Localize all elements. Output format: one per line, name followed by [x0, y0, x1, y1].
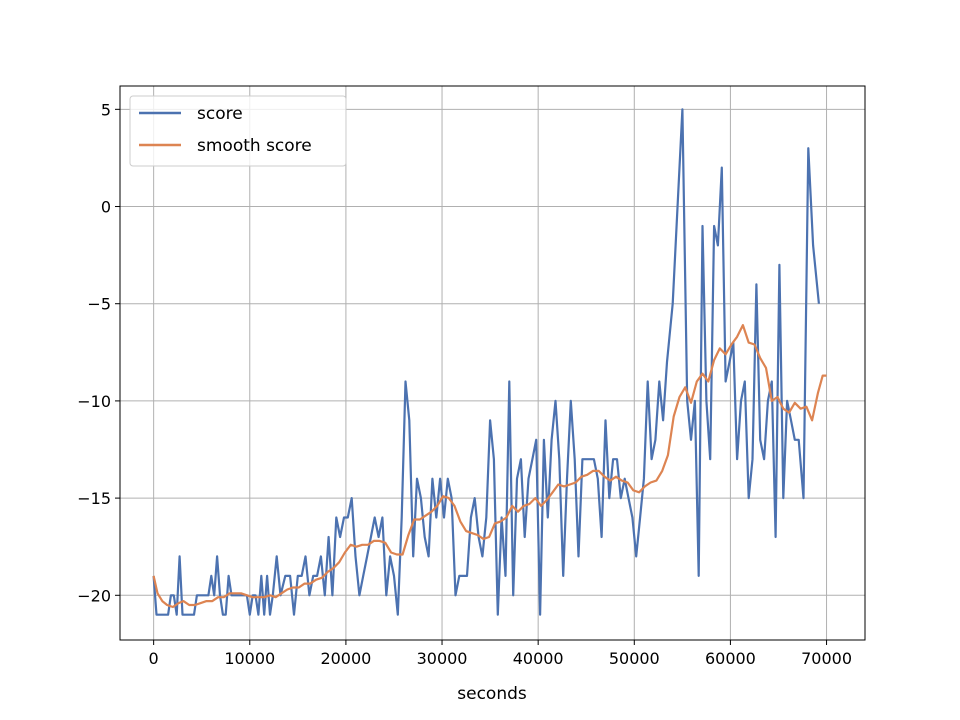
legend-label-score: score: [197, 104, 243, 124]
y-tick-label: −20: [77, 586, 111, 605]
series-line-smooth-score: [152, 324, 827, 609]
y-tick-label: 5: [101, 100, 111, 119]
x-axis-label: seconds: [457, 684, 527, 704]
legend: score smooth score: [129, 95, 347, 167]
x-tick-label: 60000: [705, 649, 756, 668]
x-tick-label: 10000: [224, 649, 275, 668]
x-tick-label: 30000: [417, 649, 468, 668]
y-tick-label: −15: [77, 489, 111, 508]
y-tick-label: −5: [87, 295, 111, 314]
legend-label-smooth-score: smooth score: [197, 136, 312, 156]
plot-frame: [119, 85, 866, 641]
series-layer: [152, 108, 827, 616]
x-tick-label: 50000: [609, 649, 660, 668]
series-line-score: [152, 108, 820, 616]
x-tick-label: 20000: [320, 649, 371, 668]
plot-area: [120, 86, 865, 640]
y-tick-label: 0: [101, 198, 111, 217]
x-tick-label: 0: [149, 649, 159, 668]
x-tick-label: 70000: [801, 649, 852, 668]
y-tick-label: −10: [77, 392, 111, 411]
legend-box: [129, 95, 347, 167]
x-tick-label: 40000: [513, 649, 564, 668]
axis-ticks: 0 10000 20000 30000 40000 50000 60000 70000 5 0 −5…: [77, 100, 852, 668]
